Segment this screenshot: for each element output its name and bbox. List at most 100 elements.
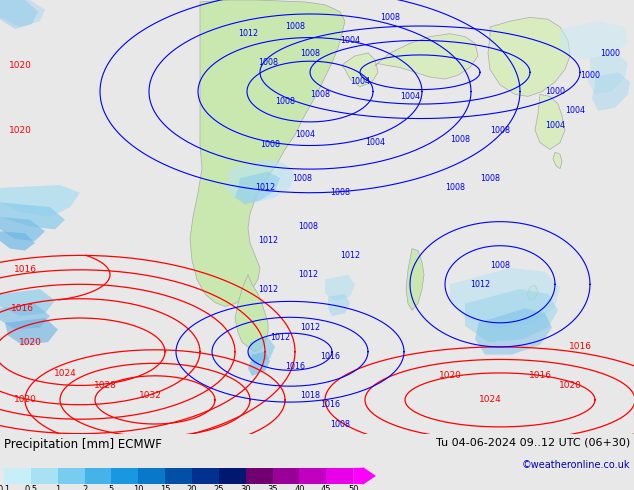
- Polygon shape: [535, 95, 565, 149]
- Text: 1012: 1012: [258, 236, 278, 245]
- Text: 40: 40: [294, 485, 305, 490]
- Text: 2: 2: [82, 485, 87, 490]
- Text: 1008: 1008: [490, 125, 510, 135]
- Text: 1020: 1020: [559, 381, 581, 390]
- Polygon shape: [5, 318, 58, 345]
- Text: 1016: 1016: [569, 343, 592, 351]
- Polygon shape: [190, 0, 345, 306]
- Text: 1012: 1012: [470, 280, 490, 289]
- Text: 1008: 1008: [292, 174, 312, 183]
- Text: 1032: 1032: [139, 391, 162, 400]
- Bar: [299, 468, 327, 484]
- Text: 1008: 1008: [260, 140, 280, 149]
- Text: 1000: 1000: [580, 71, 600, 80]
- Bar: [327, 468, 353, 484]
- Text: 1: 1: [55, 485, 60, 490]
- Text: Precipitation [mm] ECMWF: Precipitation [mm] ECMWF: [4, 438, 162, 451]
- Text: 1004: 1004: [545, 121, 565, 130]
- Text: 1016: 1016: [13, 265, 37, 274]
- Polygon shape: [553, 152, 562, 169]
- Polygon shape: [592, 72, 630, 111]
- Text: 1016: 1016: [529, 371, 552, 380]
- Text: 1016: 1016: [320, 400, 340, 409]
- Text: 1008: 1008: [380, 13, 400, 22]
- Text: 1012: 1012: [270, 333, 290, 342]
- Polygon shape: [488, 17, 570, 97]
- Text: 1016: 1016: [285, 362, 305, 371]
- Bar: [165, 468, 192, 484]
- Text: 10: 10: [133, 485, 143, 490]
- Text: 30: 30: [240, 485, 251, 490]
- Polygon shape: [235, 172, 280, 204]
- Text: 1008: 1008: [310, 90, 330, 99]
- Text: 1016: 1016: [320, 352, 340, 361]
- Text: 20: 20: [187, 485, 197, 490]
- Bar: [138, 468, 165, 484]
- Text: 1012: 1012: [258, 285, 278, 294]
- Text: 1008: 1008: [298, 222, 318, 231]
- Polygon shape: [375, 34, 478, 79]
- Text: 1012: 1012: [238, 29, 258, 38]
- Text: 25: 25: [214, 485, 224, 490]
- Text: 1008: 1008: [490, 261, 510, 270]
- Polygon shape: [235, 274, 268, 352]
- Text: 1008: 1008: [445, 183, 465, 193]
- FancyArrow shape: [353, 467, 376, 485]
- Bar: [112, 468, 138, 484]
- Bar: [58, 468, 84, 484]
- Bar: [273, 468, 299, 484]
- Text: 1004: 1004: [565, 106, 585, 115]
- Text: 1008: 1008: [330, 419, 350, 429]
- Polygon shape: [527, 285, 538, 301]
- Text: 1004: 1004: [365, 138, 385, 147]
- Bar: [84, 468, 112, 484]
- Text: 1000: 1000: [545, 87, 565, 96]
- Polygon shape: [0, 289, 55, 316]
- Polygon shape: [342, 53, 378, 87]
- Text: 1012: 1012: [340, 251, 360, 260]
- Polygon shape: [248, 337, 275, 364]
- Text: 1012: 1012: [255, 183, 275, 193]
- Polygon shape: [0, 231, 35, 250]
- Polygon shape: [450, 268, 560, 328]
- Bar: [4, 468, 31, 484]
- Text: 1004: 1004: [400, 92, 420, 101]
- Text: 1018: 1018: [300, 391, 320, 400]
- Polygon shape: [328, 294, 350, 316]
- Polygon shape: [0, 0, 45, 27]
- Text: 5: 5: [109, 485, 114, 490]
- Bar: [192, 468, 219, 484]
- Polygon shape: [0, 303, 50, 330]
- Text: 1004: 1004: [350, 77, 370, 86]
- Text: 1004: 1004: [340, 36, 360, 45]
- Text: 50: 50: [348, 485, 358, 490]
- Text: 0.5: 0.5: [24, 485, 37, 490]
- Text: 0.1: 0.1: [0, 485, 11, 490]
- Text: 1008: 1008: [480, 174, 500, 183]
- Text: 1008: 1008: [330, 188, 350, 197]
- Text: 45: 45: [321, 485, 332, 490]
- Polygon shape: [588, 53, 628, 95]
- Text: 1024: 1024: [479, 395, 501, 404]
- Polygon shape: [225, 159, 295, 202]
- Text: 1000: 1000: [600, 49, 620, 57]
- Text: 1008: 1008: [285, 23, 305, 31]
- Text: 1008: 1008: [300, 49, 320, 57]
- Text: 1008: 1008: [258, 58, 278, 67]
- Polygon shape: [465, 289, 558, 342]
- Polygon shape: [475, 308, 552, 355]
- Text: 1012: 1012: [298, 270, 318, 279]
- Polygon shape: [0, 202, 65, 229]
- Bar: [31, 468, 58, 484]
- Text: 1004: 1004: [295, 130, 315, 140]
- Text: 1012: 1012: [300, 323, 320, 332]
- Text: 1028: 1028: [94, 381, 117, 390]
- Text: 1020: 1020: [18, 338, 41, 346]
- Text: 1020: 1020: [439, 371, 462, 380]
- Polygon shape: [0, 0, 38, 29]
- Text: 1024: 1024: [54, 369, 76, 378]
- Polygon shape: [406, 248, 424, 310]
- Polygon shape: [0, 185, 80, 217]
- Text: 1008: 1008: [450, 135, 470, 144]
- Text: 35: 35: [268, 485, 278, 490]
